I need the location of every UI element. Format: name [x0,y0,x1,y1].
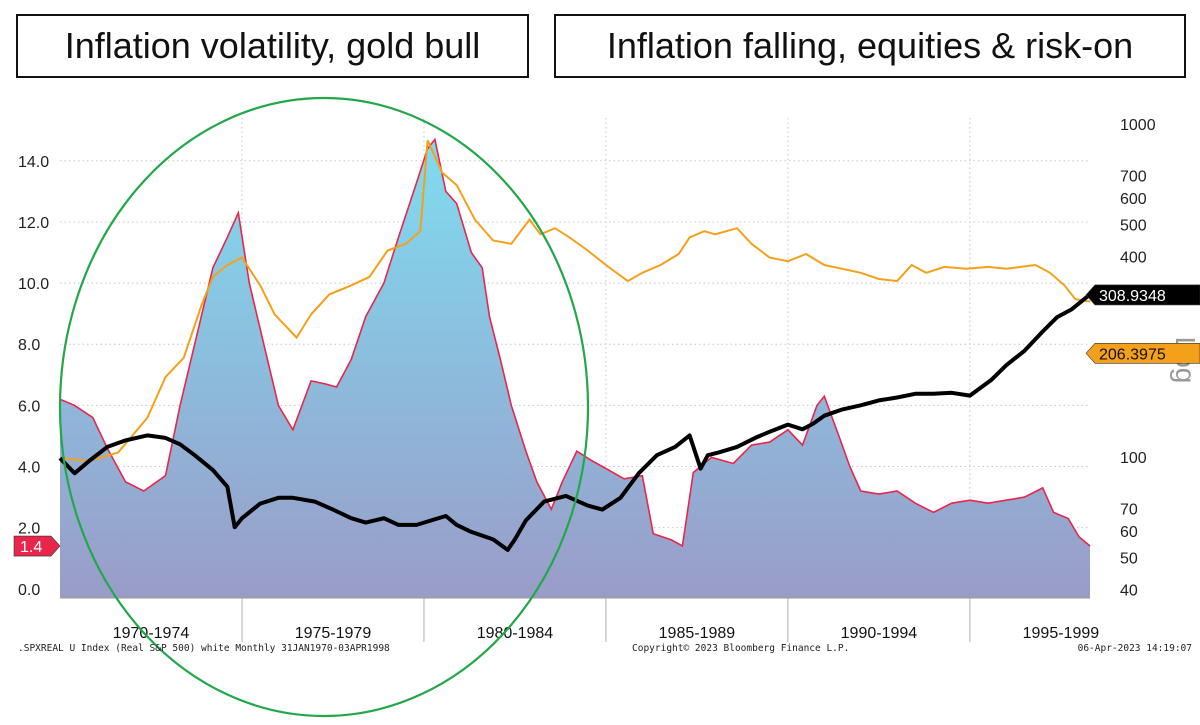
area-layer [60,139,1090,598]
x-axis-period-label: 1980-1984 [477,625,554,642]
x-axis-period-label: 1990-1994 [841,625,918,642]
title-left: Inflation volatility, gold bull [64,25,481,66]
highlight-ellipse [58,96,590,718]
spx-badge-label: 308.9348 [1099,288,1166,305]
title-right-box: Inflation falling, equities & risk-on [554,14,1186,78]
left-axis-tick-label: 0.0 [18,582,40,599]
footer-right: 06-Apr-2023 14:19:07 [1077,643,1192,654]
right-axis-tick-label: 400 [1120,250,1147,267]
title-left-box: Inflation volatility, gold bull [16,14,529,78]
footer-center: Copyright© 2023 Bloomberg Finance L.P. [632,643,850,654]
x-axis-period-label: 1970-1974 [113,625,190,642]
footer-left: .SPXREAL U Index (Real S&P 500) white Mo… [18,643,390,654]
gold-badge-label: 206.3975 [1099,346,1166,363]
spx-badge-shape [1085,284,1200,306]
left-axis-tick-label: 10.0 [18,276,49,293]
badge-layer: 308.9348 206.3975 1.4 [13,284,1200,557]
left-axis-tick-label: 12.0 [18,215,49,232]
x-axis-period-label: 1975-1979 [295,625,372,642]
right-axis-tick-label: 500 [1120,217,1147,234]
left-axis-tick-label: 14.0 [18,154,49,171]
left-axis-tick-label: 8.0 [18,337,40,354]
right-axis-tick-label: 1000 [1120,117,1156,134]
cpi-badge-label: 1.4 [20,539,42,556]
right-axis-tick-label: 60 [1120,524,1138,541]
title-right: Inflation falling, equities & risk-on [606,25,1134,66]
right-axis-tick-label: 100 [1120,450,1147,467]
right-axis-tick-label: 40 [1120,583,1138,600]
right-axis-tick-label: 50 [1120,550,1138,567]
cpi-badge-shape [13,535,61,557]
line-layer [58,137,1092,552]
spx-line [58,292,1092,552]
gold-badge-shape [1085,342,1200,364]
right-axis-tick-label: 700 [1120,169,1147,186]
right-axis-tick-label: 600 [1120,191,1147,208]
left-axis-tick-label: 4.0 [18,460,40,477]
left-axis-tick-label: 6.0 [18,398,40,415]
left-axis-tick-label: 2.0 [18,521,40,538]
x-axis-period-label: 1995-1999 [1023,625,1100,642]
x-axis-period-label: 1985-1989 [659,625,736,642]
axis-layer: 14.0 12.0 10.0 8.0 6.0 4.0 2.0 0.0 1970-1974 1975… [18,117,1200,642]
right-axis-tick-label: 70 [1120,502,1138,519]
gold-line [59,139,1091,463]
cpi-area [60,139,1090,598]
cpi-line [59,137,1091,548]
